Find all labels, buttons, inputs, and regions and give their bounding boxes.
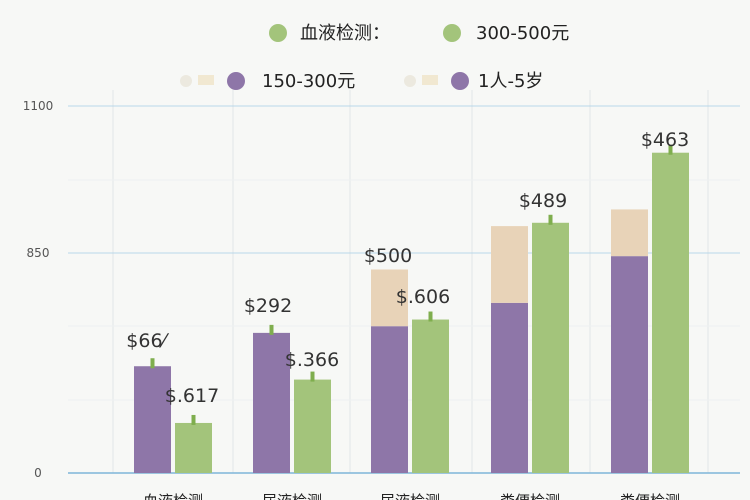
bar-green: [412, 319, 449, 473]
bar-green: [532, 222, 569, 473]
category-label: 血液检测: [143, 492, 203, 500]
legend-faint-swatch: [422, 75, 438, 85]
bar-marker: [668, 144, 673, 155]
data-label: $489: [519, 190, 567, 212]
legend-faint-swatch: [198, 75, 214, 85]
data-label: $463: [641, 129, 689, 151]
bar-purple: [491, 302, 528, 473]
bar-purple: [611, 256, 648, 473]
data-label: $66⁄: [126, 330, 169, 352]
data-label: $.606: [396, 286, 450, 308]
legend-label: 300-500元: [476, 23, 569, 44]
bar-beige: [371, 269, 408, 327]
bar-purple: [371, 326, 408, 473]
legend-faint-marker: [404, 75, 416, 87]
category-label: 尿液检测: [380, 492, 440, 500]
bar-purple: [134, 366, 171, 473]
category-label: 粪便检测: [500, 492, 560, 500]
bar-marker: [269, 324, 274, 335]
legend-marker: [443, 24, 461, 42]
bar-marker: [150, 358, 155, 369]
legend-label: 1人-5岁: [478, 71, 543, 92]
legend-marker: [227, 72, 245, 90]
legend-marker: [451, 72, 469, 90]
y-tick-label: 1100: [23, 99, 54, 113]
bar-beige: [491, 226, 528, 303]
bar-green: [652, 152, 689, 473]
data-label: $.366: [285, 349, 339, 371]
bar-marker: [310, 371, 315, 382]
bar-green: [175, 422, 212, 473]
data-label: $500: [364, 245, 412, 267]
data-label: $292: [244, 295, 292, 317]
legend-faint-marker: [180, 75, 192, 87]
legend-marker: [269, 24, 287, 42]
bar-green: [294, 379, 331, 473]
category-label: 粪便检测: [620, 492, 680, 500]
bar-beige: [611, 209, 648, 257]
y-tick-label: 850: [27, 246, 50, 260]
y-tick-label: 0: [34, 466, 42, 480]
bar-marker: [428, 311, 433, 322]
bar-purple: [253, 332, 290, 473]
data-label: $.617: [165, 385, 219, 407]
category-label: 尿液检测: [262, 492, 322, 500]
legend-label: 血液检测：: [300, 23, 390, 44]
bar-marker: [191, 414, 196, 425]
legend-label: 150-300元: [262, 71, 355, 92]
bar-marker: [548, 214, 553, 225]
